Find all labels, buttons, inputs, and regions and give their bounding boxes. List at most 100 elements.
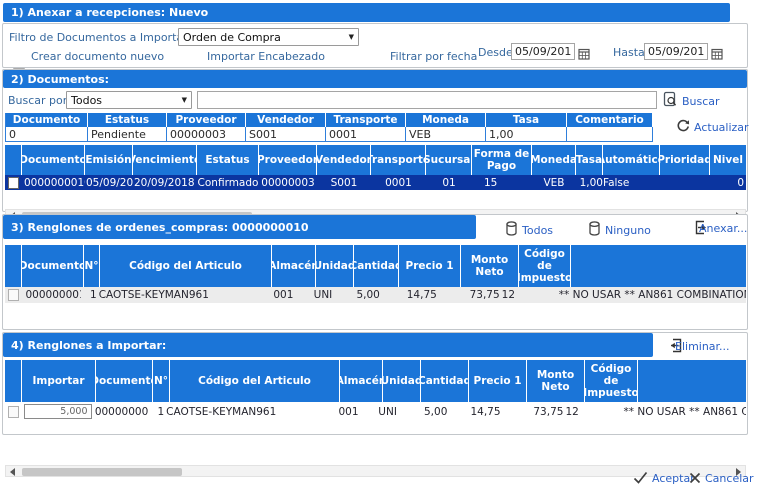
detail-col-documento: Documento <box>22 145 85 175</box>
section1-header: 1) Anexar a recepciones: Nuevo <box>3 3 730 22</box>
section4-header: 4) Renglones a Importar: <box>3 333 653 357</box>
importar-table-hscrollbar[interactable] <box>5 465 746 477</box>
importar-row-checkbox[interactable] <box>7 405 19 418</box>
detail-table-row-selected[interactable]: 0000000010 05/09/2018 20/09/2018 Confirm… <box>5 175 746 190</box>
detail-col-forma-pago: Forma de Pago <box>472 145 532 175</box>
ninguno-button[interactable]: Ninguno <box>588 221 651 240</box>
ordenes-col-precio: Precio 1 <box>399 245 461 287</box>
detail-col-nivel: Nivel <box>710 145 746 175</box>
anexar-button[interactable]: Anexar... <box>694 220 748 236</box>
importar-table-header-row: Importar Documento N° Código del Articul… <box>5 360 746 402</box>
detail-cell-forma-pago: 15 <box>484 176 498 189</box>
importar-col-almacen: Almacén <box>340 360 383 402</box>
ordenes-row-checkbox[interactable] <box>7 289 19 301</box>
importar-cell-monto-neto: 73,75 <box>533 405 564 418</box>
hasta-calendar-icon[interactable] <box>711 45 723 64</box>
section2-header: 2) Documentos: <box>3 70 747 88</box>
detail-cell-transporte: 0001 <box>385 176 412 189</box>
summary-table-header-row: Documento Estatus Proveedor Vendedor Tra… <box>6 113 653 127</box>
summary-cell-comentario <box>567 127 653 142</box>
summary-col-vendedor: Vendedor <box>246 113 326 127</box>
summary-cell-tasa: 1,00 <box>486 127 567 142</box>
detail-col-proveedor: Proveedor <box>259 145 317 175</box>
documentos-detail-table: Documento Emisión Vencimiento Estatus Pr… <box>5 145 746 190</box>
hasta-date-input[interactable] <box>644 43 708 60</box>
todos-button[interactable]: Todos <box>505 221 553 240</box>
summary-table-row[interactable]: 0 Pendiente 00000003 S001 0001 VEB 1,00 <box>6 127 653 142</box>
detail-col-emision: Emisión <box>85 145 133 175</box>
detail-col-tasa: Tasa <box>576 145 603 175</box>
summary-col-proveedor: Proveedor <box>167 113 246 127</box>
desde-calendar-icon[interactable] <box>578 45 590 64</box>
ordenes-col-unidad: Unidad <box>316 245 354 287</box>
detail-cell-estatus: Confirmado <box>197 176 259 189</box>
actualizar-button[interactable]: Actualizar <box>676 118 749 137</box>
ordenes-col-codigo-impuesto: Código de Impuesto <box>519 245 571 287</box>
importar-col-cantidad: Cantidad <box>421 360 469 402</box>
ordenes-cell-monto-neto: 73,75 <box>469 289 500 301</box>
ordenes-col-documento: Documento <box>22 245 84 287</box>
importar-cell-codigo-articulo: CAOTSE-KEYMAN961 <box>166 405 277 418</box>
summary-cell-moneda: VEB <box>406 127 486 142</box>
scroll-right-icon[interactable] <box>736 468 741 476</box>
ordenes-cell-numero: 1 <box>90 289 97 301</box>
detail-table-header-row: Documento Emisión Vencimiento Estatus Pr… <box>5 145 746 175</box>
desde-date-input[interactable] <box>511 43 575 60</box>
buscar-label: Buscar <box>682 94 720 108</box>
database-icon <box>588 221 601 240</box>
ordenes-cell-cantidad: 5,00 <box>356 289 380 301</box>
detail-cell-documento: 0000000010 <box>24 176 85 189</box>
section3-header: 3) Renglones de ordenes_compras: 0000000… <box>3 215 476 239</box>
importar-table-row[interactable]: 0000000010 1 CAOTSE-KEYMAN961 001 UNI 5,… <box>5 402 746 421</box>
renglones-importar-table: Importar Documento N° Código del Articul… <box>5 360 746 421</box>
importar-col-comentario <box>638 360 746 402</box>
aceptar-button[interactable]: Aceptar <box>633 469 695 488</box>
detail-cell-prioridad <box>660 175 710 190</box>
ninguno-label: Ninguno <box>605 224 651 237</box>
importar-col-precio: Precio 1 <box>469 360 527 402</box>
importar-col-codigo-articulo: Código del Articulo <box>170 360 340 402</box>
ordenes-col-cantidad: Cantidad <box>354 245 399 287</box>
ordenes-cell-codigo-impuesto: 12 <box>501 289 516 301</box>
importar-col-numero: N° <box>153 360 170 402</box>
filter-documents-select[interactable]: Orden de Compra <box>178 28 359 46</box>
detail-col-estatus: Estatus <box>197 145 259 175</box>
summary-col-documento: Documento <box>6 113 88 127</box>
renglones-ordenes-table: Documento N° Código del Articulo Almacén… <box>5 245 746 303</box>
detail-col-moneda: Moneda <box>532 145 576 175</box>
importar-cell-codigo-impuesto: 12 <box>565 405 579 418</box>
filtrar-fecha-label: Filtrar por fecha <box>390 50 478 63</box>
importar-col-importar: Importar <box>22 360 96 402</box>
detail-col-prioridad: Prioridad <box>660 145 710 175</box>
crear-documento-label: Crear documento nuevo <box>31 50 165 63</box>
importar-cell-precio: 14,75 <box>470 405 501 418</box>
section1-title: 1) Anexar a recepciones: Nuevo <box>11 6 209 19</box>
detail-cell-sucursal: 01 <box>442 176 456 189</box>
ordenes-cell-almacen: 001 <box>273 289 294 301</box>
summary-col-comentario: Comentario <box>567 113 653 127</box>
buscar-por-select[interactable]: Todos <box>66 91 192 109</box>
importar-qty-input[interactable] <box>23 404 92 419</box>
eliminar-button[interactable]: Eliminar... <box>670 338 740 354</box>
ordenes-table-row[interactable]: 0000000010 1 CAOTSE-KEYMAN961 001 UNI 5,… <box>5 287 746 303</box>
importar-cell-numero: 1 <box>157 405 165 418</box>
search-input[interactable] <box>197 91 657 109</box>
filter-documents-value: Orden de Compra <box>183 30 281 44</box>
detail-col-transporte: Transporte <box>371 145 426 175</box>
summary-cell-transporte: 0001 <box>326 127 406 142</box>
importar-cell-unidad: UNI <box>378 405 397 418</box>
buscar-por-value: Todos <box>71 93 103 107</box>
cancelar-button[interactable]: Cancelar <box>689 469 754 488</box>
section1-panel: Filtro de Documentos a Importar: Orden d… <box>2 23 748 104</box>
scrollbar-thumb[interactable] <box>22 468 182 476</box>
buscar-button[interactable]: Buscar <box>663 91 720 111</box>
summary-col-moneda: Moneda <box>406 113 486 127</box>
delete-icon <box>670 338 683 357</box>
detail-row-checkbox[interactable] <box>8 176 19 189</box>
ordenes-cell-precio: 14,75 <box>406 289 437 301</box>
hasta-label: Hasta: <box>613 46 649 59</box>
summary-cell-proveedor: 00000003 <box>167 127 246 142</box>
eliminar-label: Eliminar... <box>675 340 730 353</box>
scroll-left-icon[interactable] <box>10 468 15 476</box>
anexar-label: Anexar... <box>699 222 748 235</box>
